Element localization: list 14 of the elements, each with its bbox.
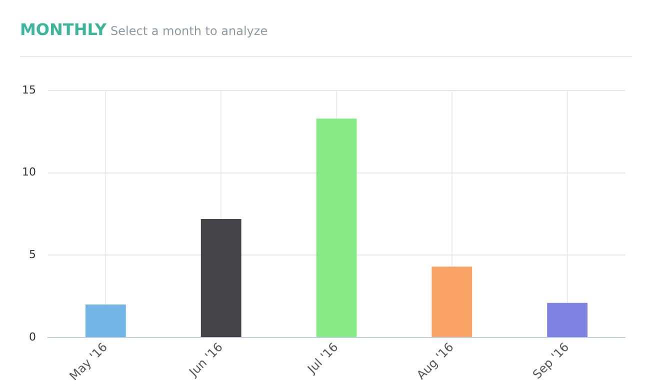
bar <box>547 302 588 337</box>
y-tick-label: 10 <box>22 166 36 179</box>
bar <box>86 304 126 337</box>
bar <box>200 218 242 337</box>
x-tick-label: Jun '16 <box>186 340 226 380</box>
y-tick-label: 5 <box>28 248 36 262</box>
y-tick-label: 0 <box>28 330 36 344</box>
chart-title: MONTHLY <box>20 20 107 39</box>
bar <box>316 118 357 337</box>
y-tick-label: 15 <box>22 83 36 96</box>
bar <box>432 266 472 337</box>
x-tick-label: Jul '16 <box>304 340 341 377</box>
chart-subtitle: Select a month to analyze <box>110 24 268 38</box>
x-tick-label: Sep '16 <box>530 340 572 382</box>
